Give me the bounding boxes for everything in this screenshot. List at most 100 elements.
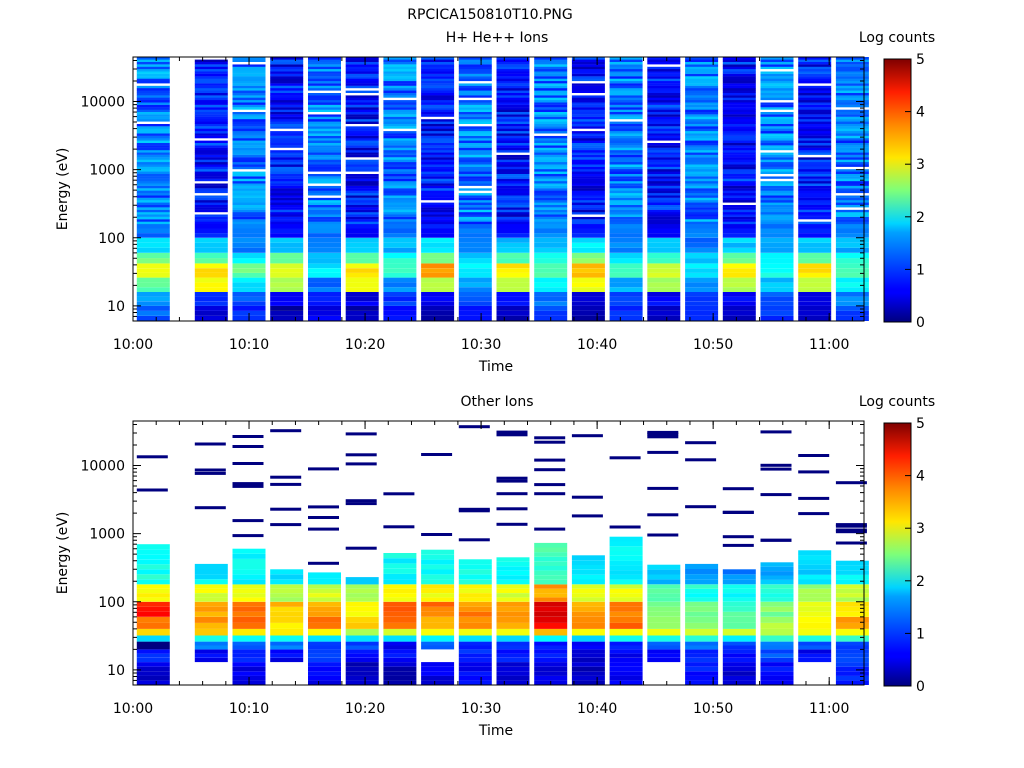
spectrogram-cell [760, 97, 794, 101]
spectrogram-cell [571, 228, 605, 234]
spectrogram-cell [194, 80, 228, 84]
spectrogram-cell [458, 268, 492, 273]
spectrogram-cell [383, 588, 417, 593]
spectrogram-cell [232, 287, 266, 292]
spectrogram-cell [421, 216, 455, 220]
spectrogram-cell [760, 628, 794, 636]
spectrogram-cell [571, 133, 605, 136]
spectrogram-cell [722, 209, 756, 213]
spectrogram-cell [308, 601, 341, 607]
spectrogram-cell [685, 301, 719, 306]
spectrogram-cell [835, 85, 869, 89]
spectrogram-cell [383, 102, 417, 105]
spectrogram-cell [647, 90, 681, 93]
spectrogram-cell [458, 154, 492, 158]
spectrogram-cell [308, 116, 341, 120]
spectrogram-cell [496, 204, 530, 208]
spectrogram-cell [308, 597, 341, 602]
spectrogram-cell [496, 159, 530, 163]
spectrogram-cell [496, 207, 530, 210]
spectrogram-cell [270, 57, 304, 60]
spectrogram-cell [136, 197, 170, 201]
spectrogram-cell [685, 80, 719, 84]
spectrogram-cell [421, 569, 455, 575]
x-tick-label: 10:00 [113, 337, 153, 353]
spectrogram-cell [534, 126, 568, 129]
spectrogram-cell [534, 164, 568, 167]
spectrogram-cell [647, 190, 681, 194]
spectrogram-cell [685, 183, 719, 186]
spectrogram-cell [685, 76, 719, 79]
spectrogram-cell [534, 671, 568, 676]
spectrogram-cell [722, 138, 756, 141]
spectrogram-cell [722, 185, 756, 189]
spectrogram-cell [722, 666, 756, 672]
spectrogram-cell [835, 579, 869, 585]
spectrogram-cell [835, 204, 869, 208]
spectrogram-cell [383, 671, 417, 676]
spectrogram-cell [308, 107, 341, 110]
spectrogram-cell [232, 154, 266, 158]
spectrogram-cell [798, 550, 832, 556]
x-tick-label: 10:30 [461, 337, 501, 353]
spectrogram-cell [722, 252, 756, 259]
spectrogram-cell [308, 282, 341, 288]
spectrogram-cell [308, 130, 341, 134]
spectrogram-cell [760, 166, 794, 170]
spectrogram-cell [136, 80, 170, 84]
spectrogram-cell [760, 611, 794, 617]
spectrogram-cell [458, 209, 492, 213]
spectrogram-cell [383, 114, 417, 117]
spectrogram-cell [722, 109, 756, 112]
spectrogram-cell [609, 272, 643, 278]
spectrogram-cell [421, 171, 455, 174]
spectrogram-cell [421, 140, 455, 143]
spectrogram-cell [571, 95, 605, 98]
spectrogram-cell [722, 145, 756, 148]
spectrogram-cell [609, 111, 643, 115]
spectrogram-cell [232, 133, 266, 136]
spectrogram-cell [421, 180, 455, 184]
spectrogram-cell [722, 233, 756, 238]
spectrogram-cell [835, 73, 869, 77]
spectrogram-cell [194, 593, 228, 598]
spectrogram-cell [345, 292, 379, 297]
spectrogram-cell [136, 119, 170, 122]
spectrogram-cell [308, 671, 341, 676]
spectrogram-cell [647, 588, 681, 593]
spectrogram-cell [685, 171, 719, 174]
spectrogram-cell [458, 68, 492, 72]
spectrogram-cell [760, 192, 794, 196]
spectrogram-cell [421, 622, 455, 629]
spectrogram-cell [383, 59, 417, 62]
spectrogram-cell [609, 99, 643, 103]
spectrogram-cell [496, 579, 530, 585]
spectrogram-cell [685, 166, 719, 170]
spectrogram-cell [722, 242, 756, 248]
spectrogram-cell [835, 164, 869, 167]
spectrogram-cell [798, 128, 832, 132]
spectrogram-cell [609, 57, 643, 60]
spectrogram-cell [232, 223, 266, 229]
spectrogram-cell [647, 80, 681, 84]
spectrogram-cell [383, 316, 417, 321]
spectrogram-cell [136, 109, 170, 112]
spectrogram-cell [270, 219, 304, 222]
spectrogram-cell [458, 671, 492, 676]
spectrogram-cell [345, 657, 379, 663]
spectrogram-cell [421, 99, 455, 103]
spectrogram-cell [534, 157, 568, 160]
spectrogram-cell [647, 432, 679, 436]
spectrogram-cell [270, 109, 304, 112]
spectrogram-cell [835, 666, 869, 672]
spectrogram-cell [194, 195, 228, 198]
spectrogram-cell [308, 102, 341, 105]
spectrogram-cell [194, 133, 228, 136]
spectrogram-cell [609, 641, 643, 646]
spectrogram-cell [232, 114, 266, 117]
spectrogram-cell [722, 99, 756, 103]
spectrogram-cell [685, 237, 719, 243]
spectrogram-cell [270, 606, 304, 612]
spectrogram-cell [496, 130, 530, 134]
spectrogram-cell [308, 200, 341, 203]
